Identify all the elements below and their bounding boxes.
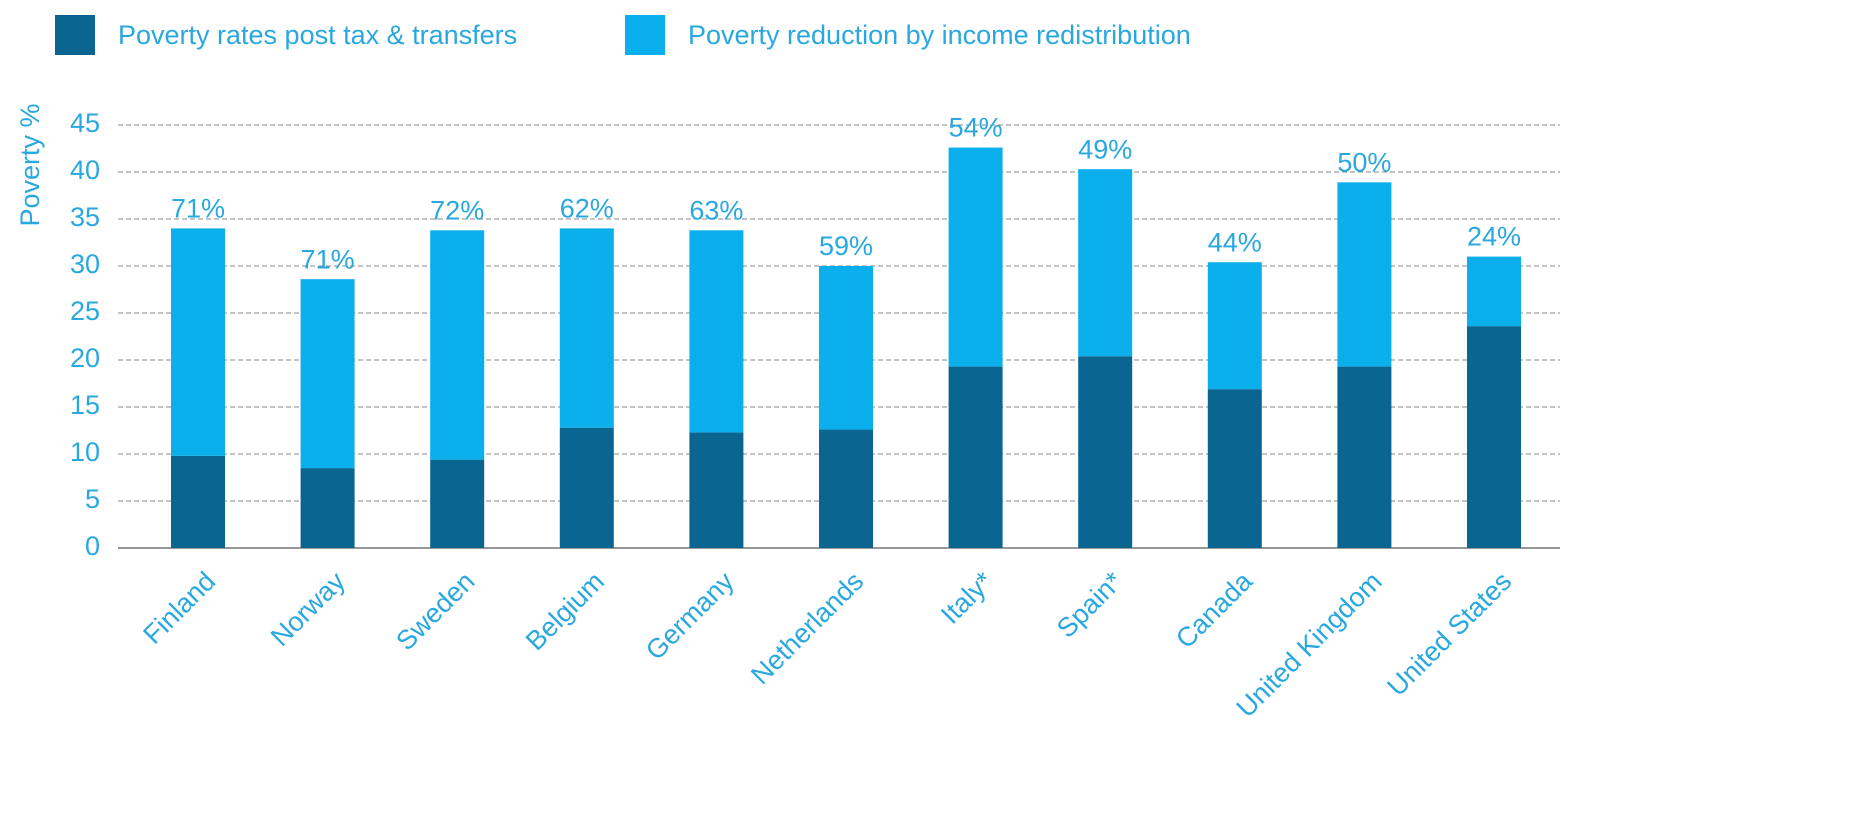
y-axis-label: Poverty %	[15, 103, 45, 226]
x-tick-label: Finland	[137, 566, 221, 650]
y-tick-label: 20	[70, 343, 100, 373]
bar-segment	[1337, 182, 1392, 367]
bar-segment	[1337, 366, 1392, 548]
bar-segment	[819, 429, 873, 548]
x-tick-label: Spain*	[1051, 566, 1129, 644]
y-tick-label: 15	[70, 390, 100, 420]
legend-swatch	[625, 15, 665, 55]
y-tick-label: 45	[70, 108, 100, 138]
y-tick-label: 25	[70, 296, 100, 326]
bar-annotation: 59%	[819, 231, 873, 261]
x-tick-label: Norway	[265, 566, 351, 652]
legend-swatch	[55, 15, 95, 55]
legend-label: Poverty reduction by income redistributi…	[688, 20, 1191, 50]
bar-annotation: 49%	[1078, 134, 1132, 164]
y-tick-label: 0	[85, 531, 100, 561]
bar-segment	[171, 228, 225, 456]
bar-annotation: 50%	[1337, 147, 1391, 177]
x-tick-label: Sweden	[390, 566, 480, 656]
bar-annotation: 63%	[689, 195, 743, 225]
x-tick-label: Italy*	[935, 566, 999, 630]
y-tick-label: 5	[85, 484, 100, 514]
bar-segment	[300, 279, 355, 469]
bar-segment	[430, 230, 485, 460]
bar-segment	[1078, 169, 1133, 357]
y-tick-label: 40	[70, 155, 100, 185]
y-tick-label: 10	[70, 437, 100, 467]
bar-annotation: 54%	[949, 113, 1003, 143]
bar-annotation: 71%	[171, 194, 225, 224]
bar-segment	[171, 455, 225, 548]
bar-segment	[559, 427, 614, 548]
bar-annotation: 71%	[301, 244, 355, 274]
bar-segment	[1467, 256, 1521, 327]
bar-annotation: 72%	[430, 195, 484, 225]
bar-segment	[430, 459, 485, 548]
x-tick-label: Canada	[1170, 565, 1259, 654]
y-tick-label: 35	[70, 202, 100, 232]
bar-segment	[300, 468, 355, 548]
bar-segment	[819, 266, 873, 430]
bar-segment	[948, 366, 1003, 548]
bar-segment	[948, 147, 1003, 367]
x-tick-label: United States	[1381, 566, 1517, 702]
bar-annotation: 24%	[1467, 222, 1521, 252]
bar-segment	[689, 432, 744, 548]
bar-segment	[1207, 262, 1262, 390]
bar-segment	[1207, 389, 1262, 548]
legend-label: Poverty rates post tax & transfers	[118, 20, 517, 50]
bar-segment	[559, 228, 614, 428]
bar-segment	[689, 230, 744, 433]
y-tick-label: 30	[70, 249, 100, 279]
bar-segment	[1078, 356, 1133, 548]
x-tick-label: Germany	[640, 566, 740, 666]
bar-annotation: 62%	[560, 194, 614, 224]
bar-annotation: 44%	[1208, 227, 1262, 257]
x-tick-label: Netherlands	[745, 566, 869, 690]
bar-segment	[1467, 326, 1521, 548]
x-tick-label: Belgium	[520, 566, 610, 656]
